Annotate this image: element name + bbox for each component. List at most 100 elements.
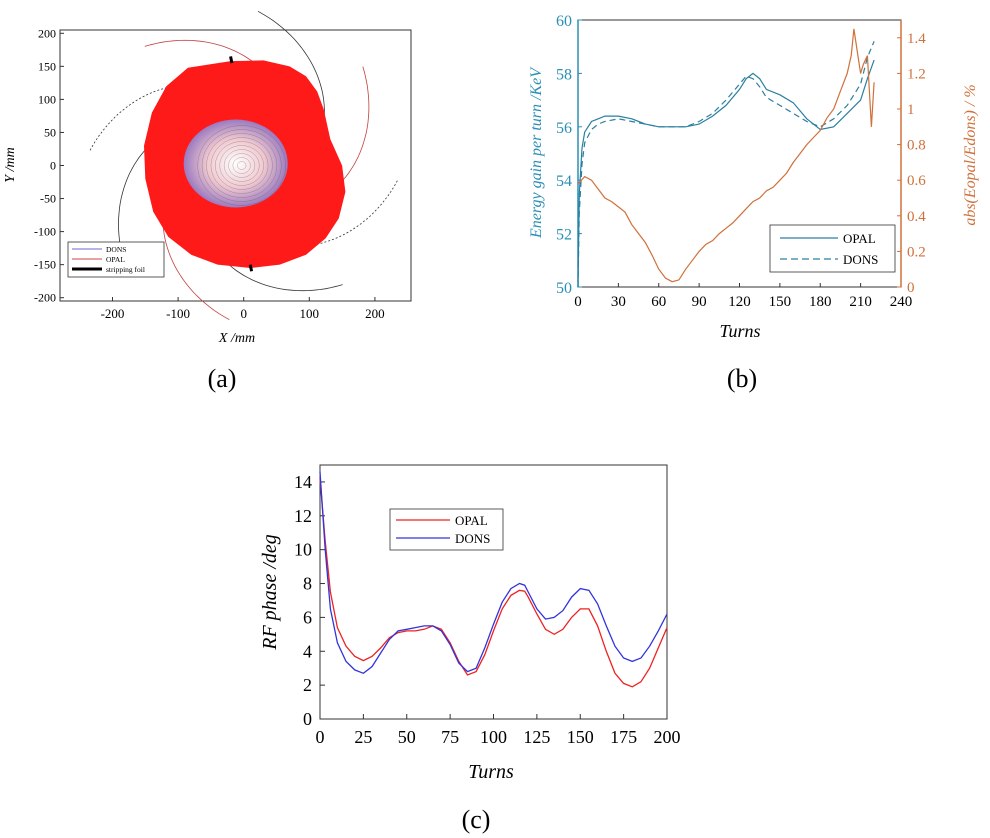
x-tick-label-a: -100 bbox=[166, 306, 190, 321]
orbit-ring bbox=[206, 133, 278, 198]
x-tick-label-c: 0 bbox=[316, 727, 325, 747]
orbit-ring bbox=[197, 125, 286, 206]
x-tick-label-b: 150 bbox=[769, 294, 792, 310]
x-tick-label-c: 175 bbox=[610, 727, 637, 747]
xlabel-b: Turns bbox=[719, 321, 760, 341]
x-tick-label-c: 75 bbox=[441, 727, 459, 747]
stripping-foil-marks bbox=[229, 56, 254, 272]
orbit-ring bbox=[223, 149, 260, 182]
beam-core bbox=[183, 119, 288, 208]
y-tick-label-a: 150 bbox=[38, 59, 56, 73]
y-tick-label-b-right: 0.2 bbox=[907, 244, 926, 260]
orbit-ring bbox=[228, 153, 256, 178]
y-tick-label-b-right: 0.6 bbox=[907, 173, 926, 189]
legend-a-dons-label: DONS bbox=[106, 245, 126, 254]
x-tick-label-a: 0 bbox=[240, 306, 247, 321]
x-tick-label-c: 200 bbox=[654, 727, 681, 747]
legend-b-dons-label: DONS bbox=[843, 252, 878, 267]
y-tick-label-a: -200 bbox=[34, 291, 56, 305]
y-tick-label-a: -150 bbox=[34, 258, 56, 272]
x-tick-label-a: 100 bbox=[300, 306, 320, 321]
stripping-foil-1 bbox=[248, 264, 254, 272]
orbit-ring bbox=[201, 129, 282, 202]
x-tick-label-b: 60 bbox=[651, 294, 666, 310]
legend-a-foil-label: stripping foil bbox=[106, 265, 145, 274]
y-tick-label-b-right: 1.4 bbox=[907, 31, 926, 47]
orbit-ring bbox=[237, 161, 247, 170]
y-tick-label-c: 2 bbox=[303, 675, 312, 695]
x-tick-label-b: 0 bbox=[574, 294, 582, 310]
ylabel-c: RF phase /deg bbox=[259, 534, 281, 651]
panel-label-c: (c) bbox=[462, 805, 491, 834]
y-tick-label-c: 10 bbox=[294, 540, 312, 560]
y-tick-label-b-left: 58 bbox=[556, 66, 572, 83]
legend-c-opal-label: OPAL bbox=[455, 513, 488, 528]
y-tick-label-a: -50 bbox=[40, 192, 56, 206]
y-tick-label-c: 8 bbox=[303, 574, 312, 594]
y-tick-label-a: 100 bbox=[38, 92, 56, 106]
orbit-ring bbox=[219, 145, 264, 186]
orbit-ring bbox=[210, 137, 273, 194]
y-tick-label-a: -100 bbox=[34, 225, 56, 239]
y-tick-label-b-right: 0 bbox=[907, 280, 915, 296]
y-tick-label-c: 0 bbox=[303, 709, 312, 729]
series-c-dons bbox=[319, 471, 668, 675]
legend-a-opal-label: OPAL bbox=[106, 255, 125, 264]
x-tick-label-b: 210 bbox=[849, 294, 872, 310]
legend-b-opal-label: OPAL bbox=[843, 231, 876, 246]
series-b-ratio bbox=[577, 28, 875, 283]
y-tick-label-c: 6 bbox=[303, 607, 312, 627]
series-b-opal bbox=[577, 59, 875, 282]
legend-a: DONS OPAL stripping foil bbox=[67, 241, 165, 278]
ylabel-b-left: Energy gain per turn /KeV bbox=[528, 66, 545, 239]
y-tick-label-b-right: 1.2 bbox=[907, 66, 926, 82]
ylabel-a: Y /mm bbox=[3, 147, 18, 182]
legend-b: OPAL DONS bbox=[769, 224, 896, 273]
legend-c: OPAL DONS bbox=[389, 508, 504, 551]
x-tick-label-b: 30 bbox=[611, 294, 626, 310]
ylabel-b-right: abs(Eopal/Edons) / % bbox=[962, 84, 979, 225]
legend-c-dons-label: DONS bbox=[455, 531, 490, 546]
beam-core-glow bbox=[183, 119, 288, 208]
x-tick-label-c: 25 bbox=[354, 727, 372, 747]
lines-c bbox=[319, 471, 668, 688]
y-tick-label-b-left: 54 bbox=[556, 173, 572, 190]
xlabel-c: Turns bbox=[468, 761, 514, 783]
axes-c: 0 25 50 75 100 125 150 175 200 0 2 4 6 8 10 12 14 bbox=[294, 472, 681, 747]
x-tick-label-b: 120 bbox=[728, 294, 751, 310]
x-tick-label-c: 50 bbox=[398, 727, 416, 747]
y-tick-label-a: 200 bbox=[38, 26, 56, 40]
orbit-ring bbox=[232, 157, 251, 174]
y-tick-label-b-left: 52 bbox=[556, 227, 572, 244]
y-tick-label-b-right: 0.8 bbox=[907, 138, 926, 154]
panel-label-a: (a) bbox=[208, 364, 237, 393]
y-tick-label-a: 50 bbox=[44, 125, 56, 139]
lines-b bbox=[577, 28, 875, 288]
panel-c: 0 25 50 75 100 125 150 175 200 0 2 4 6 8 10 12 14 OPAL D… bbox=[259, 464, 681, 834]
panel-label-b: (b) bbox=[727, 364, 757, 393]
x-tick-label-b: 90 bbox=[692, 294, 707, 310]
y-tick-label-a: 0 bbox=[50, 159, 56, 173]
panel-a: -200 -100 0 100 200 -200 -150 -100 -50 0 50 100 150 2… bbox=[3, 10, 412, 393]
axes-a: -200 -100 0 100 200 -200 -150 -100 -50 0 50 100 150 2… bbox=[34, 26, 385, 321]
y-tick-label-b-right: 1 bbox=[907, 102, 915, 118]
stripping-foil-0 bbox=[229, 56, 234, 64]
x-tick-label-b: 240 bbox=[890, 294, 913, 310]
y-tick-label-b-left: 56 bbox=[556, 120, 572, 137]
y-tick-label-b-left: 60 bbox=[556, 13, 572, 30]
x-tick-label-c: 100 bbox=[480, 727, 507, 747]
x-tick-label-b: 180 bbox=[809, 294, 832, 310]
y-tick-label-c: 4 bbox=[303, 641, 312, 661]
x-tick-label-c: 150 bbox=[567, 727, 594, 747]
xlabel-a: X /mm bbox=[218, 331, 255, 346]
plot-c-frame bbox=[319, 464, 668, 720]
y-tick-label-b-right: 0.4 bbox=[907, 209, 926, 225]
x-tick-label-a: -200 bbox=[101, 306, 125, 321]
y-tick-label-b-left: 50 bbox=[556, 280, 572, 297]
y-tick-label-c: 14 bbox=[294, 472, 312, 492]
x-tick-label-a: 200 bbox=[365, 306, 385, 321]
panel-b: 0 30 60 90 120 150 180 210 240 50 52 54 56 58 60 0 0.2 0.… bbox=[528, 13, 979, 393]
series-c-opal bbox=[319, 478, 668, 688]
y-tick-label-c: 12 bbox=[294, 506, 312, 526]
